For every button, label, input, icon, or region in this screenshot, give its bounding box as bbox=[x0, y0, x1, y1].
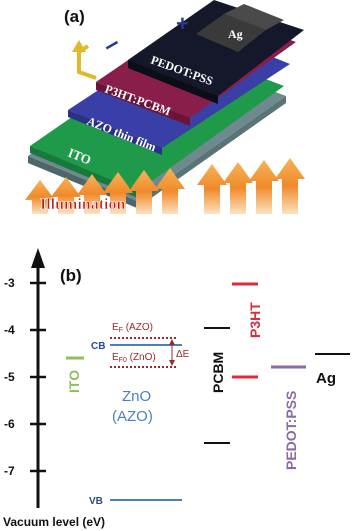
ag-label: Ag bbox=[316, 370, 336, 387]
vb-label: VB bbox=[89, 496, 103, 507]
left-wire-arrowhead bbox=[72, 40, 86, 52]
minus-sign: – bbox=[97, 27, 125, 60]
panel-a: (a) ITO AZO thin film P3HT:PCBM PEDOT:PS… bbox=[25, 0, 305, 214]
tick-label: -5 bbox=[4, 370, 15, 384]
ag-electrode bbox=[196, 14, 266, 52]
tick-label: -4 bbox=[4, 323, 15, 337]
panel-b-label: (b) bbox=[60, 266, 82, 285]
illumination-arrows bbox=[25, 158, 305, 214]
ef-azo-label: EF (AZO) bbox=[112, 322, 153, 334]
axis-arrowhead bbox=[31, 248, 45, 268]
panel-a-label: (a) bbox=[64, 7, 85, 26]
illumination-label: Illumination bbox=[40, 196, 125, 213]
azo-sub-label: (AZO) bbox=[112, 408, 153, 425]
panel-b: -3 -4 -5 -6 -7 (b) Vacuum level (eV) ITO… bbox=[3, 248, 350, 529]
zno-label: ZnO bbox=[122, 388, 151, 405]
tick-label: -3 bbox=[4, 276, 15, 290]
p3ht-label: P3HT bbox=[247, 302, 263, 338]
axis-label: Vacuum level (eV) bbox=[3, 515, 105, 529]
pcbm-label: PCBM bbox=[210, 352, 226, 393]
pedot-pss-label: PEDOT:PSS bbox=[283, 391, 299, 470]
tick-label: -6 bbox=[4, 417, 15, 431]
plus-sign: + bbox=[176, 11, 189, 36]
tick-label: -7 bbox=[4, 464, 15, 478]
ag-electrode-label: Ag bbox=[228, 27, 243, 41]
axis-ticks: -3 -4 -5 -6 -7 bbox=[4, 276, 46, 478]
delta-e-label: ΔE bbox=[176, 349, 190, 360]
cb-label: CB bbox=[91, 341, 105, 352]
ito-label: ITO bbox=[66, 370, 82, 393]
ef-zno-label: EF0 (ZnO) bbox=[112, 352, 156, 364]
